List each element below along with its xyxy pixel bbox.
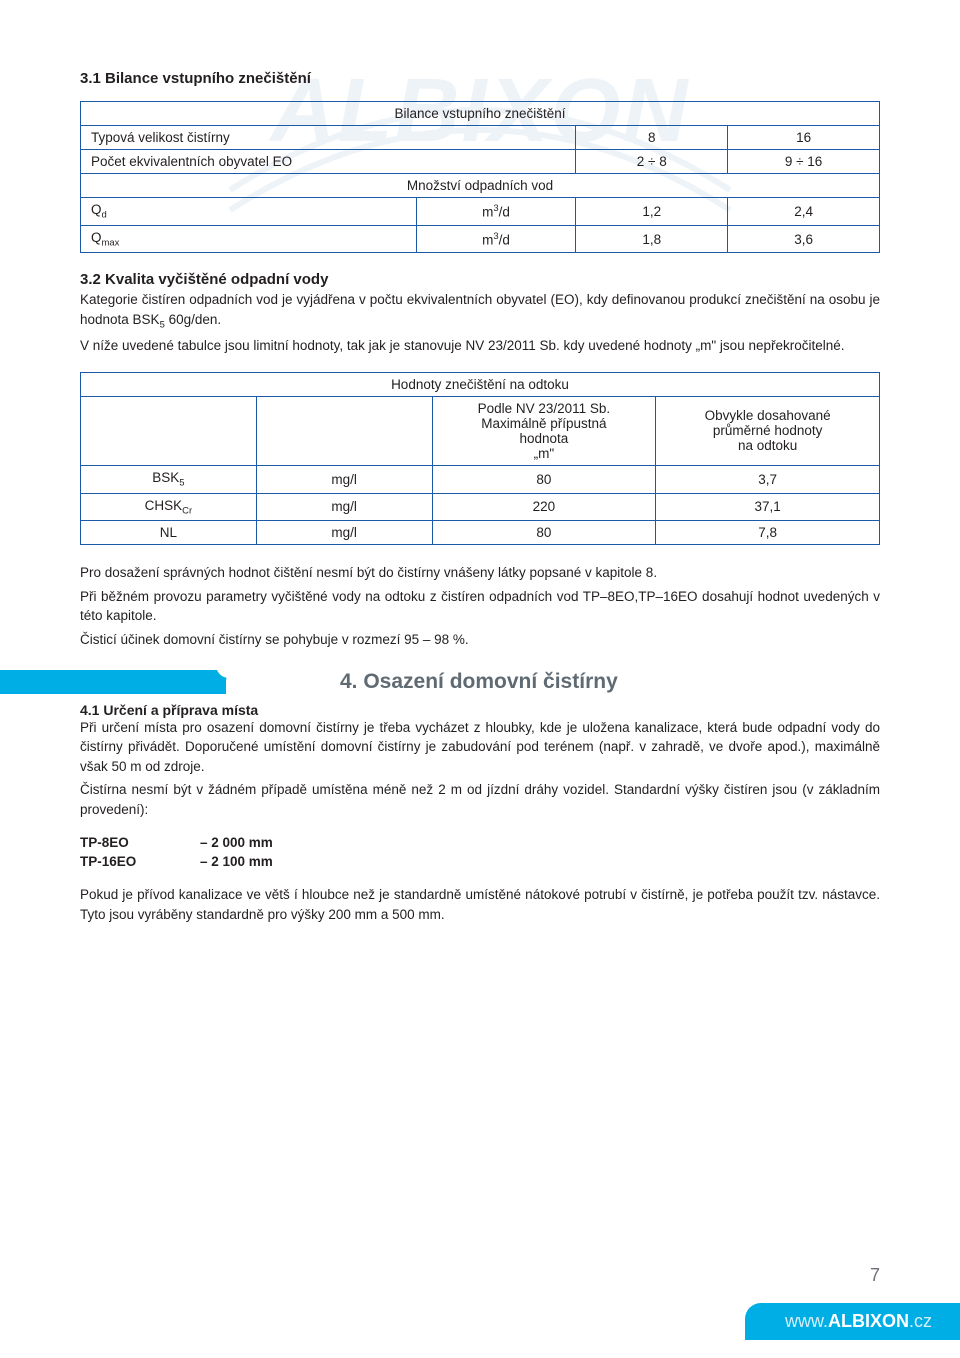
heading-3-1: 3.1 Bilance vstupního znečištění xyxy=(80,70,880,87)
heading-3-2: 3.2 Kvalita vyčištěné odpadní vody xyxy=(80,271,880,288)
t2-r1-u: mg/l xyxy=(256,493,432,521)
heading-4-1: 4.1 Určení a příprava místa xyxy=(80,702,880,718)
t2-r2-p: NL xyxy=(81,521,257,545)
table-row: Podle NV 23/2011 Sb. Maximálně přípustná… xyxy=(81,396,880,465)
table1-mid-caption: Množství odpadních vod xyxy=(81,174,880,198)
footer-main: ALBIXON xyxy=(828,1311,909,1331)
footer-url-bar: www.ALBIXON.cz xyxy=(745,1303,960,1340)
chapter-4-title: 4. Osazení domovní čistírny xyxy=(340,670,618,694)
t1-r1-v2: 9 ÷ 16 xyxy=(728,150,880,174)
page-number: 7 xyxy=(870,1265,880,1286)
table-row: Qd m3/d 1,2 2,4 xyxy=(81,198,880,226)
t2-h-right: Obvykle dosahované průměrné hodnoty na o… xyxy=(656,396,880,465)
page-content: 3.1 Bilance vstupního znečištění Bilance… xyxy=(0,0,960,924)
t1-r2-unit: m3/d xyxy=(416,198,576,226)
table1-caption: Bilance vstupního znečištění xyxy=(81,102,880,126)
spec-row-1: TP-16EO – 2 100 mm xyxy=(80,854,880,869)
t1-r3-v2: 3,6 xyxy=(728,225,880,253)
spec-1-k: TP-16EO xyxy=(80,854,200,869)
table-row: Počet ekvivalentních obyvatel EO 2 ÷ 8 9… xyxy=(81,150,880,174)
t1-r3-label: Qmax xyxy=(81,225,417,253)
t1-r0-v2: 16 xyxy=(728,126,880,150)
t2-r0-u: mg/l xyxy=(256,465,432,493)
t2-r0-p: BSK5 xyxy=(81,465,257,493)
chapter-stripe-decoration xyxy=(0,670,280,694)
table-outflow-values: Hodnoty znečištění na odtoku Podle NV 23… xyxy=(80,372,880,545)
t2-r1-p: CHSKCr xyxy=(81,493,257,521)
para-after-t2-c: Čisticí účinek domovní čistírny se pohyb… xyxy=(80,630,880,650)
t2-r0-v1: 80 xyxy=(432,465,656,493)
spec-0-k: TP-8EO xyxy=(80,835,200,850)
t1-r2-v1: 1,2 xyxy=(576,198,728,226)
t2-h-blank1 xyxy=(81,396,257,465)
spec-1-v: – 2 100 mm xyxy=(200,854,273,869)
para-3-2-a-tail: 60g/den. xyxy=(165,312,221,327)
table-row: NL mg/l 80 7,8 xyxy=(81,521,880,545)
t1-r0-v1: 8 xyxy=(576,126,728,150)
t1-r1-label: Počet ekvivalentních obyvatel EO xyxy=(81,150,576,174)
t1-r2-v2: 2,4 xyxy=(728,198,880,226)
para-4-1-a: Při určení místa pro osazení domovní čis… xyxy=(80,718,880,777)
t2-r2-u: mg/l xyxy=(256,521,432,545)
table-row: Typová velikost čistírny 8 16 xyxy=(81,126,880,150)
footer-prefix: www. xyxy=(785,1311,828,1331)
footer-suffix: .cz xyxy=(909,1311,932,1331)
t1-r0-label: Typová velikost čistírny xyxy=(81,126,576,150)
t2-r1-v1: 220 xyxy=(432,493,656,521)
t1-r3-v1: 1,8 xyxy=(576,225,728,253)
table-row: Qmax m3/d 1,8 3,6 xyxy=(81,225,880,253)
chapter-4-bar: 4. Osazení domovní čistírny xyxy=(0,670,880,694)
table2-caption: Hodnoty znečištění na odtoku xyxy=(81,372,880,396)
t2-h-blank2 xyxy=(256,396,432,465)
t2-r2-v1: 80 xyxy=(432,521,656,545)
para-4-1-b: Čistírna nesmí být v žádném případě umís… xyxy=(80,780,880,819)
table-row: CHSKCr mg/l 220 37,1 xyxy=(81,493,880,521)
para-4-1-c: Pokud je přívod kanalizace ve větš í hlo… xyxy=(80,885,880,924)
scallop-decoration xyxy=(222,652,282,678)
para-3-2-a: Kategorie čistíren odpadních vod je vyjá… xyxy=(80,290,880,332)
table-row: BSK5 mg/l 80 3,7 xyxy=(81,465,880,493)
para-after-t2-b: Při běžném provozu parametry vyčištěné v… xyxy=(80,587,880,626)
t2-h-left: Podle NV 23/2011 Sb. Maximálně přípustná… xyxy=(432,396,656,465)
t1-r3-unit: m3/d xyxy=(416,225,576,253)
spec-0-v: – 2 000 mm xyxy=(200,835,273,850)
t2-r2-v2: 7,8 xyxy=(656,521,880,545)
table-input-pollution: Bilance vstupního znečištění Typová veli… xyxy=(80,101,880,253)
para-after-t2-a: Pro dosažení správných hodnot čištění ne… xyxy=(80,563,880,583)
para-3-2-b: V níže uvedené tabulce jsou limitní hodn… xyxy=(80,336,880,356)
t2-r0-v2: 3,7 xyxy=(656,465,880,493)
t1-r1-v1: 2 ÷ 8 xyxy=(576,150,728,174)
t2-r1-v2: 37,1 xyxy=(656,493,880,521)
spec-row-0: TP-8EO – 2 000 mm xyxy=(80,835,880,850)
t1-r2-label: Qd xyxy=(81,198,417,226)
